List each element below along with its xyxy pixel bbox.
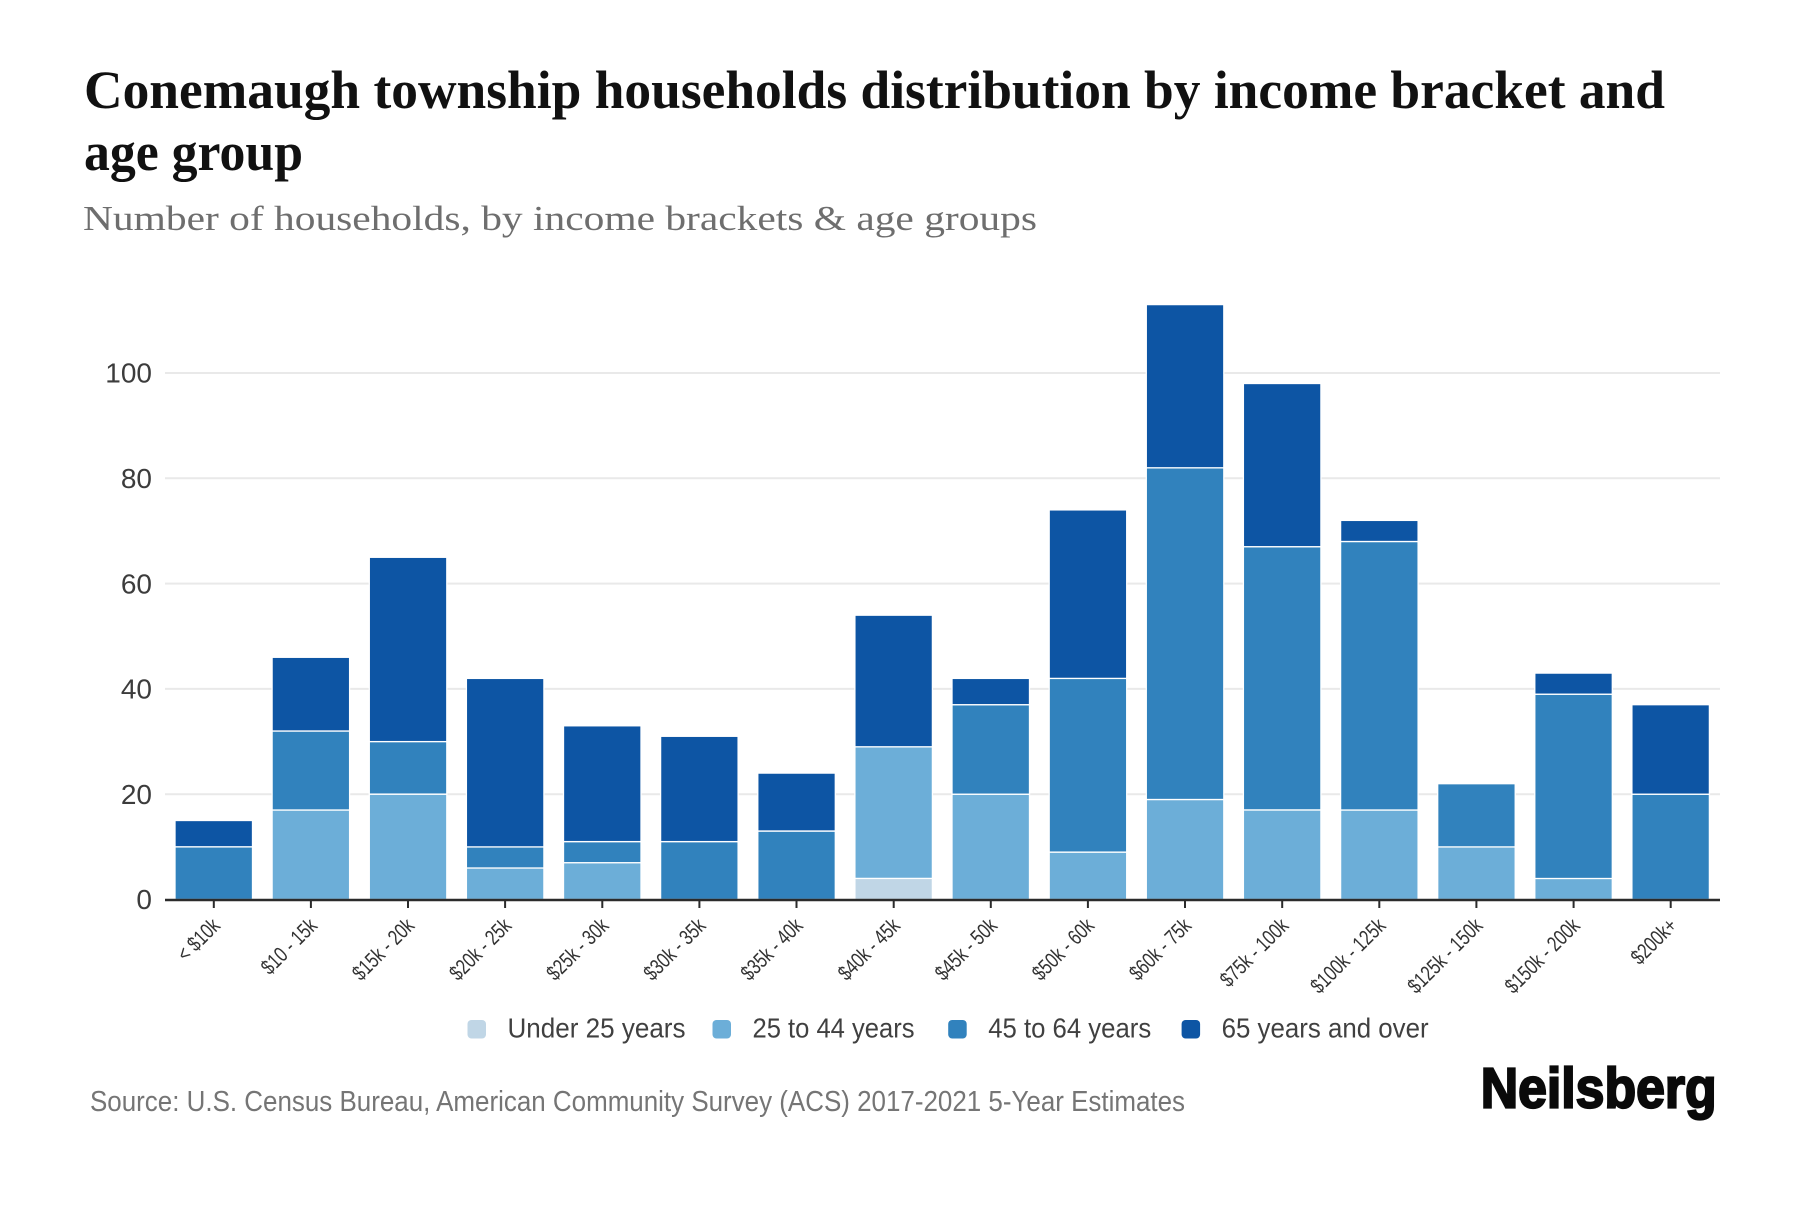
- svg-text:100: 100: [105, 358, 152, 389]
- svg-text:65 years and over: 65 years and over: [1222, 1013, 1429, 1044]
- svg-text:45 to 64 years: 45 to 64 years: [988, 1013, 1151, 1044]
- svg-text:Conemaugh township households: Conemaugh township households distributi…: [84, 60, 1665, 120]
- svg-text:Under 25 years: Under 25 years: [508, 1013, 686, 1044]
- svg-text:Source: U.S. Census Bureau, Am: Source: U.S. Census Bureau, American Com…: [90, 1086, 1185, 1118]
- svg-text:age group: age group: [84, 122, 303, 182]
- svg-text:60: 60: [121, 568, 152, 599]
- svg-text:25 to 44 years: 25 to 44 years: [753, 1013, 915, 1044]
- svg-text:20: 20: [121, 779, 152, 810]
- svg-text:40: 40: [121, 674, 152, 705]
- svg-text:80: 80: [121, 463, 152, 494]
- svg-text:Number of households, by incom: Number of households, by income brackets…: [83, 199, 1037, 238]
- svg-text:0: 0: [136, 884, 152, 915]
- svg-text:Neilsberg: Neilsberg: [1481, 1057, 1717, 1121]
